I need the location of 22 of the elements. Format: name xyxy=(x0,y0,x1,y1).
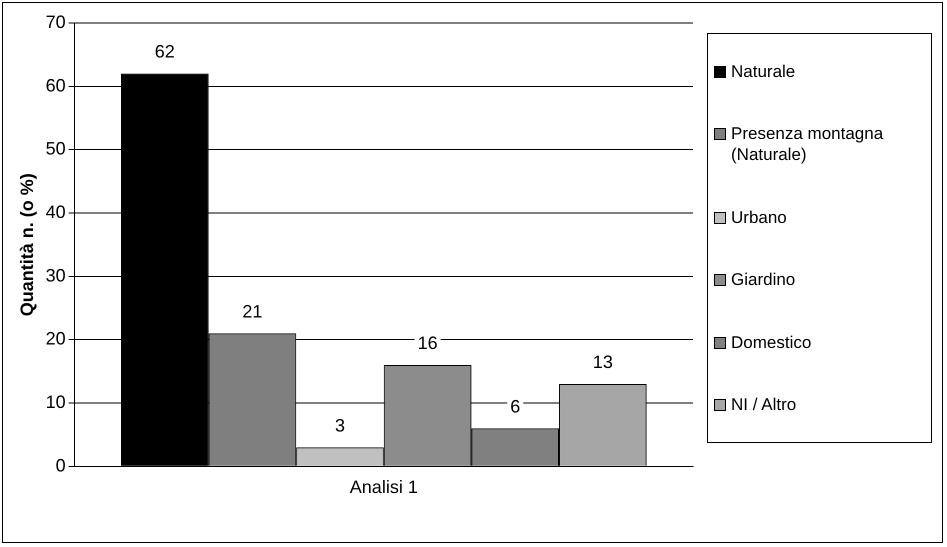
y-tick-label: 10 xyxy=(46,392,66,412)
data-label: 6 xyxy=(510,396,520,416)
data-label: 16 xyxy=(418,333,438,354)
x-tick-label: Analisi 1 xyxy=(350,477,418,498)
y-tick-label: 60 xyxy=(46,75,66,96)
y-tick-label: 20 xyxy=(46,328,66,349)
y-tick-label: 40 xyxy=(46,202,66,222)
data-label: 21 xyxy=(242,301,262,322)
y-tick-label: 50 xyxy=(46,138,66,159)
legend-label: Urbano xyxy=(731,206,787,228)
data-label: 13 xyxy=(592,352,613,372)
data-label: 3 xyxy=(335,415,346,436)
legend-label: Naturale xyxy=(731,60,796,82)
y-tick-label: 0 xyxy=(56,455,66,476)
legend-label: NI / Altro xyxy=(731,394,796,416)
y-axis-title: Quantità n. (o %) xyxy=(16,173,37,316)
data-label: 62 xyxy=(154,42,175,62)
y-tick-label: 70 xyxy=(46,12,66,32)
legend-label: Giardino xyxy=(731,269,796,290)
legend-label: Domestico xyxy=(731,332,812,353)
legend-label: Presenza montagna (Naturale) xyxy=(731,123,884,166)
y-tick-label: 30 xyxy=(46,265,66,286)
